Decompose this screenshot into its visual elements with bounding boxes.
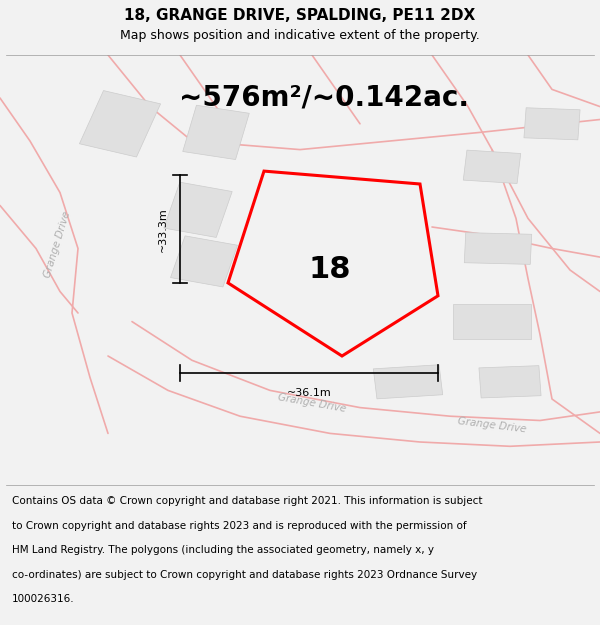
- Polygon shape: [373, 365, 443, 399]
- Text: 100026316.: 100026316.: [12, 594, 74, 604]
- Text: Contains OS data © Crown copyright and database right 2021. This information is : Contains OS data © Crown copyright and d…: [12, 496, 482, 506]
- Text: Grange Drive: Grange Drive: [457, 416, 527, 434]
- Polygon shape: [453, 304, 531, 339]
- Text: ~33.3m: ~33.3m: [158, 207, 168, 251]
- Polygon shape: [479, 366, 541, 398]
- Polygon shape: [463, 150, 521, 184]
- Text: Grange Drive: Grange Drive: [277, 392, 347, 414]
- Polygon shape: [164, 182, 232, 238]
- Polygon shape: [183, 105, 249, 159]
- Text: ~576m²/~0.142ac.: ~576m²/~0.142ac.: [179, 84, 469, 112]
- Text: 18, GRANGE DRIVE, SPALDING, PE11 2DX: 18, GRANGE DRIVE, SPALDING, PE11 2DX: [124, 8, 476, 23]
- Text: 18: 18: [309, 256, 351, 284]
- Text: Grange Drive: Grange Drive: [42, 209, 72, 279]
- Polygon shape: [464, 232, 532, 264]
- Polygon shape: [79, 91, 161, 157]
- Text: co-ordinates) are subject to Crown copyright and database rights 2023 Ordnance S: co-ordinates) are subject to Crown copyr…: [12, 570, 477, 580]
- Polygon shape: [524, 107, 580, 140]
- Text: Map shows position and indicative extent of the property.: Map shows position and indicative extent…: [120, 29, 480, 42]
- Text: HM Land Registry. The polygons (including the associated geometry, namely x, y: HM Land Registry. The polygons (includin…: [12, 545, 434, 555]
- Polygon shape: [170, 236, 238, 287]
- Text: to Crown copyright and database rights 2023 and is reproduced with the permissio: to Crown copyright and database rights 2…: [12, 521, 467, 531]
- Text: ~36.1m: ~36.1m: [287, 388, 331, 398]
